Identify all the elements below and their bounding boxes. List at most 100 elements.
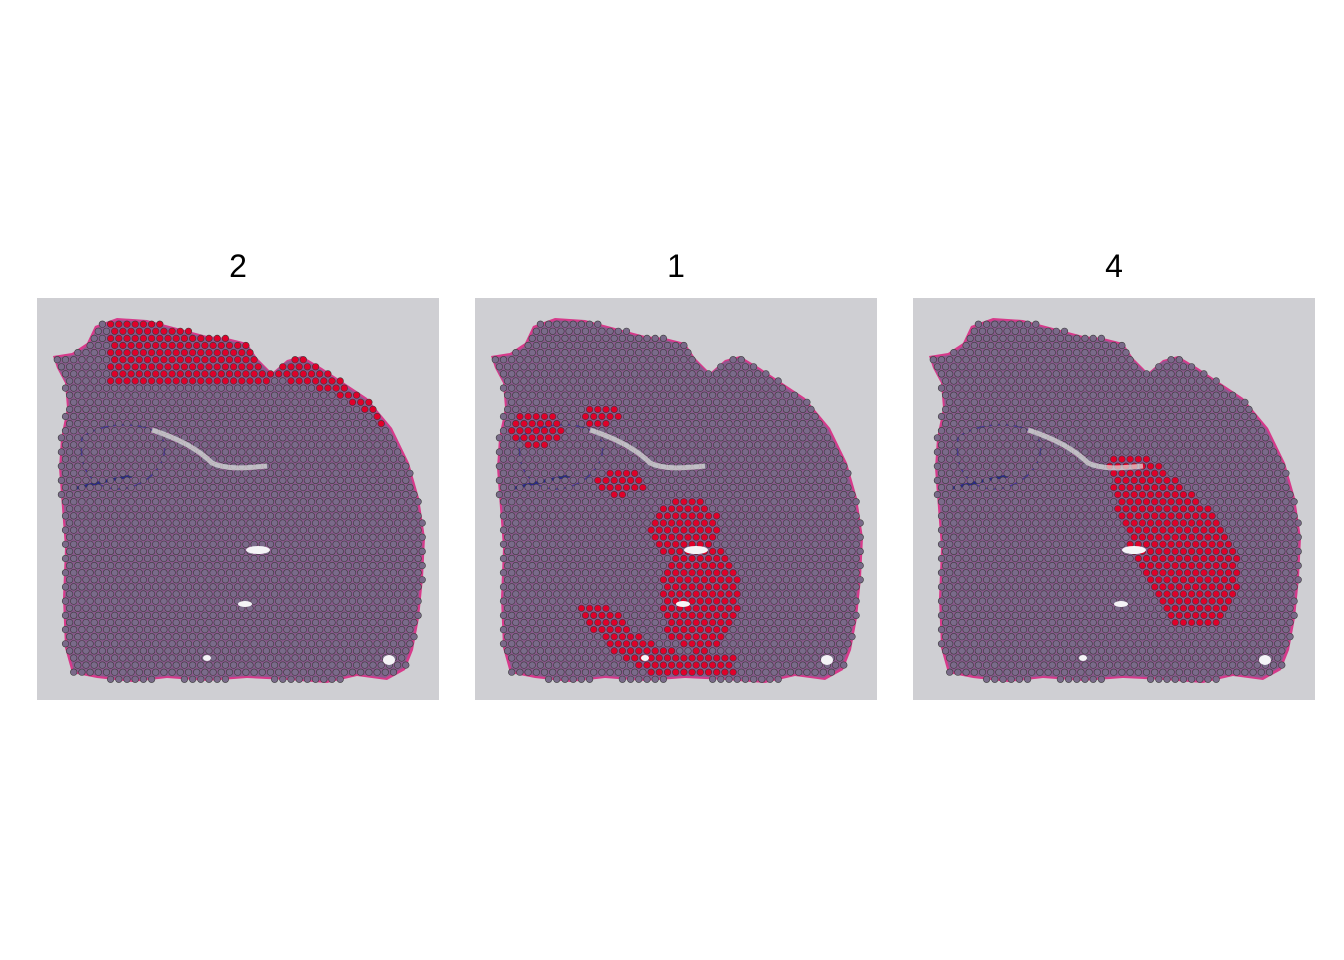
spot (78, 526, 86, 534)
spot-highlighted (143, 370, 152, 378)
spot-highlighted (709, 590, 717, 598)
spot (811, 455, 819, 463)
spot (848, 590, 856, 598)
spot (573, 597, 581, 605)
spot (1085, 412, 1093, 421)
spot (676, 391, 684, 399)
spot-highlighted (176, 356, 184, 364)
spot-highlighted (1134, 483, 1142, 492)
spot (394, 604, 402, 612)
spot (1138, 419, 1146, 428)
spot (234, 483, 242, 492)
spot (156, 633, 164, 641)
spot (131, 576, 139, 584)
spot (954, 370, 962, 378)
spot (520, 377, 528, 385)
spot (499, 427, 508, 435)
spot (164, 618, 172, 627)
spot (373, 668, 381, 676)
spot-highlighted (717, 604, 725, 612)
tissue-gap (684, 546, 708, 554)
spot (320, 391, 328, 399)
spot (131, 448, 139, 456)
spot (94, 327, 102, 335)
spot (668, 419, 676, 428)
spot (74, 391, 82, 399)
spot (197, 462, 205, 470)
spot (508, 441, 516, 449)
spot (394, 519, 402, 527)
spot (786, 554, 795, 563)
spot (974, 405, 983, 413)
spot (594, 576, 602, 584)
spot-highlighted (184, 327, 193, 335)
spot (189, 491, 197, 499)
spot (86, 640, 94, 648)
spot (402, 604, 410, 612)
spot-highlighted (1212, 519, 1220, 527)
spot (713, 498, 721, 506)
spot (160, 597, 168, 605)
spot (365, 569, 373, 577)
spot (307, 483, 316, 492)
spot (389, 512, 398, 520)
spot (250, 412, 258, 421)
spot (602, 576, 610, 584)
spot (213, 405, 221, 413)
spot (508, 356, 516, 364)
spot-highlighted (672, 512, 680, 520)
spot (307, 540, 316, 548)
spot (262, 562, 270, 570)
spot (275, 526, 283, 534)
spot (1265, 512, 1274, 520)
spot (115, 590, 123, 598)
spot-highlighted (647, 640, 655, 648)
spot (225, 526, 234, 534)
spot (1101, 427, 1110, 435)
spot (197, 604, 205, 612)
spot (324, 654, 332, 662)
spot (766, 604, 774, 612)
spot (61, 412, 70, 421)
spot (176, 668, 184, 676)
spot (299, 611, 307, 620)
spot (573, 569, 581, 577)
spot (647, 597, 655, 605)
spot (86, 526, 94, 534)
spot (721, 469, 729, 477)
spot (770, 668, 778, 676)
spot (156, 462, 164, 470)
spot (602, 590, 610, 598)
spot (704, 370, 713, 378)
spot (78, 569, 86, 577)
spot (283, 626, 291, 634)
spot (549, 384, 557, 392)
spot (565, 455, 573, 463)
spot-highlighted (193, 356, 201, 364)
spot (569, 547, 577, 555)
spot (61, 583, 70, 591)
spot (1270, 519, 1278, 527)
spot (1003, 412, 1011, 421)
spot (291, 569, 299, 577)
spot (65, 405, 74, 413)
spot (503, 377, 512, 385)
spot (1282, 498, 1290, 506)
spot (143, 640, 152, 648)
spot (86, 654, 94, 662)
spot (1249, 412, 1257, 421)
spot-highlighted (1130, 505, 1138, 513)
spot (717, 377, 725, 385)
spot-highlighted (143, 341, 152, 350)
spot (590, 356, 598, 364)
spot (78, 583, 86, 591)
spot (373, 483, 381, 492)
spot (1253, 476, 1261, 484)
spot (827, 597, 836, 605)
spot (606, 441, 614, 449)
spot (729, 512, 737, 520)
spot (377, 590, 385, 598)
spot (590, 483, 598, 492)
spot (82, 618, 90, 627)
spot (1097, 476, 1105, 484)
